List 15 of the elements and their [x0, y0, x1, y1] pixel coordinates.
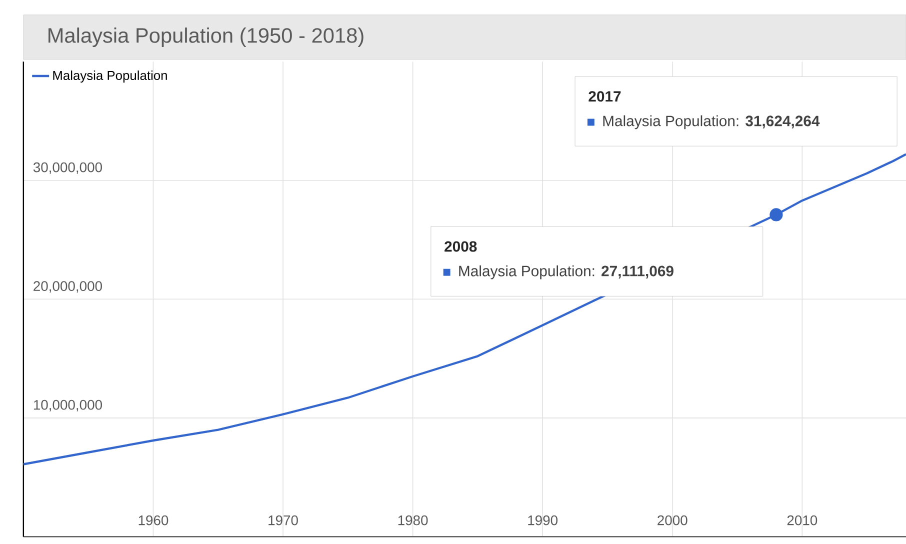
- y-tick-label: 30,000,000: [33, 162, 102, 174]
- x-tick-label: 1980: [398, 516, 428, 526]
- annotation: 2017: [588, 91, 621, 102]
- x-tick-label: 1990: [528, 516, 558, 526]
- legend-label: Malaysia Population: [53, 70, 167, 83]
- annotation: Malaysia Population: 27,111,069: [459, 266, 674, 280]
- x-tick-label: 2000: [658, 516, 688, 526]
- x-tick-label: 2010: [787, 516, 818, 526]
- y-tick-label: 10,000,000: [34, 400, 102, 412]
- y-tick-label: 20,000,000: [34, 281, 102, 293]
- chart-title: Malaysia Population (1950 - 2018): [48, 28, 364, 48]
- annotation: 2008: [444, 241, 477, 252]
- annotation: Malaysia Population: 31,624,264: [603, 115, 820, 130]
- x-tick-label: 1960: [138, 516, 168, 526]
- x-tick-label: 1970: [268, 516, 298, 526]
